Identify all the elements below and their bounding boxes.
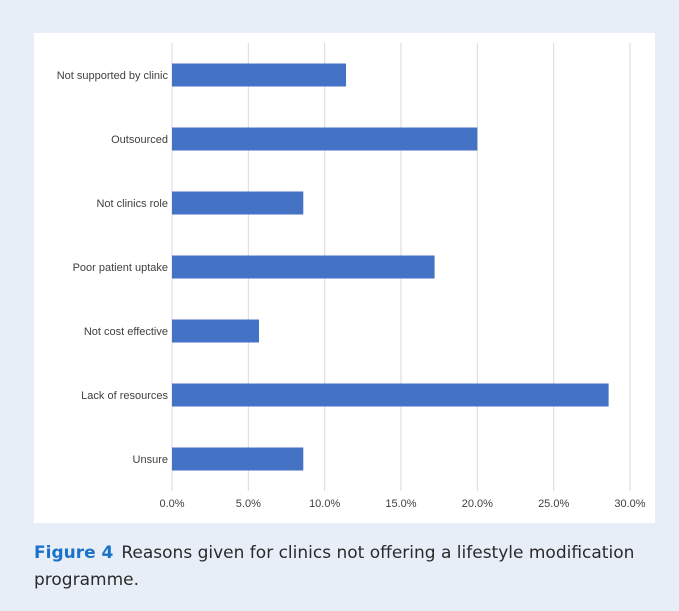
chart-area: 0.0% 5.0% 10.0% 15.0% 20.0% 25.0% 30.0% Not sup…: [34, 33, 655, 523]
x-tick-label: 25.0%: [538, 498, 569, 510]
category-label: Not clinics role: [96, 198, 168, 210]
bar: [172, 127, 478, 151]
bar: [172, 447, 304, 471]
figure-caption: Figure 4 Reasons given for clinics not of…: [34, 540, 659, 594]
category-label: Unsure: [133, 454, 168, 466]
x-tick-label: 30.0%: [614, 498, 645, 510]
bar: [172, 319, 260, 343]
category-label: Poor patient uptake: [73, 262, 168, 274]
bar: [172, 63, 347, 87]
x-tick-label: 5.0%: [236, 498, 261, 510]
caption-text: Reasons given for clinics not offering a…: [34, 543, 635, 590]
category-label: Not cost effective: [84, 326, 168, 338]
bar-chart: 0.0% 5.0% 10.0% 15.0% 20.0% 25.0% 30.0% Not sup…: [57, 43, 646, 510]
bar: [172, 383, 609, 407]
category-label: Outsourced: [111, 134, 168, 146]
bar: [172, 255, 435, 279]
bar: [172, 191, 304, 215]
x-tick-label: 10.0%: [309, 498, 340, 510]
x-tick-label: 15.0%: [385, 498, 416, 510]
x-tick-label: 0.0%: [159, 498, 184, 510]
category-label: Not supported by clinic: [57, 70, 169, 82]
figure-label: Figure 4: [34, 543, 114, 563]
category-label: Lack of resources: [81, 390, 168, 402]
x-tick-label: 20.0%: [462, 498, 493, 510]
